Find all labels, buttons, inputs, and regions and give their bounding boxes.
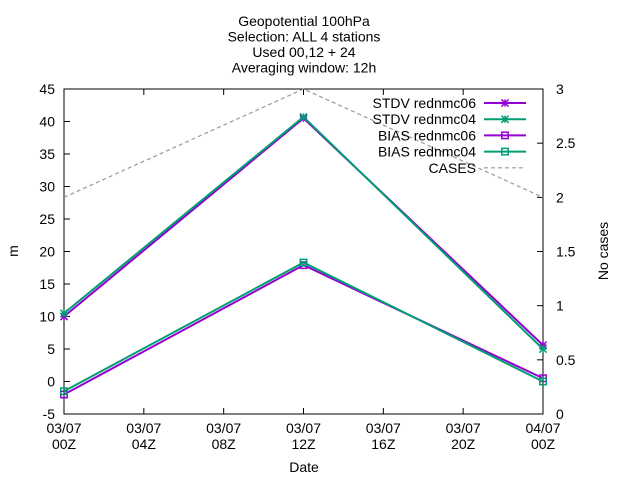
marker-part xyxy=(299,112,308,122)
x-tick-label-line: 04/07 xyxy=(525,420,560,436)
marker-part xyxy=(299,258,308,267)
x-tick-label-line: 08Z xyxy=(212,436,237,452)
legend-item: STDV rednmc04 xyxy=(373,111,526,127)
y2-axis-label: No cases xyxy=(595,222,611,280)
marker-part xyxy=(60,387,68,396)
x-tick-label: 03/07 04Z xyxy=(126,420,161,452)
y-tick-label: 45 xyxy=(39,81,55,97)
data-point xyxy=(538,344,548,354)
y-tick-label: 10 xyxy=(39,309,55,325)
title-line: Geopotential 100hPa xyxy=(238,13,370,29)
x-tick-label-line: 00Z xyxy=(52,436,77,452)
x-tick-label: 03/07 20Z xyxy=(446,420,481,452)
legend-label: BIAS rednmc06 xyxy=(378,127,476,143)
y2-tick-label: 0 xyxy=(556,406,564,422)
legend-label: STDV rednmc06 xyxy=(373,95,477,111)
title-line: Selection: ALL 4 stations xyxy=(228,29,381,45)
x-tick-label-line: 03/07 xyxy=(286,420,321,436)
x-tick-label-line: 03/07 xyxy=(46,420,81,436)
y-tick-label: 35 xyxy=(39,146,55,162)
y-tick-label: 15 xyxy=(39,276,55,292)
marker-part xyxy=(501,131,509,140)
legend-label: STDV rednmc04 xyxy=(373,111,477,127)
y-tick-label: 25 xyxy=(39,211,55,227)
series-line xyxy=(63,88,544,198)
legend-item: BIAS rednmc06 xyxy=(378,127,526,143)
y-tick-label: 0 xyxy=(47,374,55,390)
title-line: Used 00,12 + 24 xyxy=(252,44,355,60)
marker-part xyxy=(500,115,510,124)
marker-part xyxy=(59,309,69,318)
data-point xyxy=(299,258,308,267)
x-tick-label-line: 03/07 xyxy=(126,420,161,436)
title-line: Averaging window: 12h xyxy=(232,60,377,76)
y-tick-label: 40 xyxy=(39,114,55,130)
series-stdv-rednmc04 xyxy=(59,112,548,354)
y2-tick-label: 2.5 xyxy=(556,135,576,151)
y2-tick-label: 3 xyxy=(556,81,564,97)
x-tick-label-line: 12Z xyxy=(291,436,316,452)
data-point xyxy=(299,112,308,122)
x-tick-label: 03/07 12Z xyxy=(286,420,321,452)
y2-tick-label: 1.5 xyxy=(556,244,576,260)
data-point xyxy=(539,377,547,386)
marker-part xyxy=(539,377,547,386)
legend-item: CASES xyxy=(429,160,526,176)
x-tick-label-line: 16Z xyxy=(371,436,396,452)
y-tick-label: 30 xyxy=(39,179,55,195)
marker-part xyxy=(538,344,548,354)
x-tick-label-line: 04Z xyxy=(132,436,157,452)
x-tick-label: 03/07 16Z xyxy=(366,420,401,452)
x-tick-label: 04/07 00Z xyxy=(525,420,560,452)
x-tick-label-line: 00Z xyxy=(531,436,556,452)
y-axis: -5 0 5 10 15 20 25 30 35 40 45 xyxy=(39,81,70,422)
x-tick-label-line: 20Z xyxy=(451,436,476,452)
y2-tick-label: 0.5 xyxy=(556,352,576,368)
y-tick-label: -5 xyxy=(43,406,56,422)
y-axis-label: m xyxy=(5,245,21,257)
data-point xyxy=(60,387,68,396)
legend-label: CASES xyxy=(429,160,476,176)
marker-part xyxy=(501,147,509,156)
data-point xyxy=(59,309,69,318)
y2-tick-label: 2 xyxy=(556,189,564,205)
x-tick-label-line: 03/07 xyxy=(366,420,401,436)
legend-item: STDV rednmc06 xyxy=(373,95,526,111)
series-cases xyxy=(63,88,544,198)
y-tick-label: 5 xyxy=(47,341,55,357)
x-tick-label-line: 03/07 xyxy=(446,420,481,436)
series-bias-rednmc04 xyxy=(60,258,547,396)
x-tick-label: 03/07 00Z xyxy=(46,420,81,452)
legend-label: BIAS rednmc04 xyxy=(378,144,476,160)
series-line xyxy=(63,264,544,396)
series-line xyxy=(63,261,544,393)
series-layer xyxy=(59,88,548,399)
marker-part xyxy=(500,98,510,108)
legend-item: BIAS rednmc04 xyxy=(378,144,526,160)
y2-axis: 0 0.5 1 1.5 2 2.5 3 xyxy=(537,81,576,422)
x-tick-label: 03/07 08Z xyxy=(206,420,241,452)
x-axis-label: Date xyxy=(289,459,319,475)
x-tick-label-line: 03/07 xyxy=(206,420,241,436)
y-tick-label: 20 xyxy=(39,244,55,260)
y2-tick-label: 1 xyxy=(556,298,564,314)
